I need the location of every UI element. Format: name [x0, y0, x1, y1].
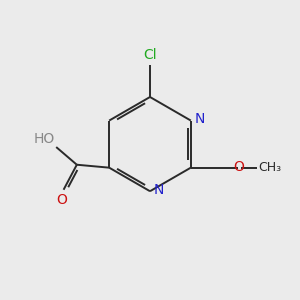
Text: Cl: Cl [143, 48, 157, 62]
Text: O: O [234, 160, 244, 174]
Text: N: N [154, 183, 164, 197]
Text: CH₃: CH₃ [259, 161, 282, 174]
Text: O: O [57, 193, 68, 207]
Text: N: N [194, 112, 205, 126]
Text: HO: HO [34, 132, 55, 145]
